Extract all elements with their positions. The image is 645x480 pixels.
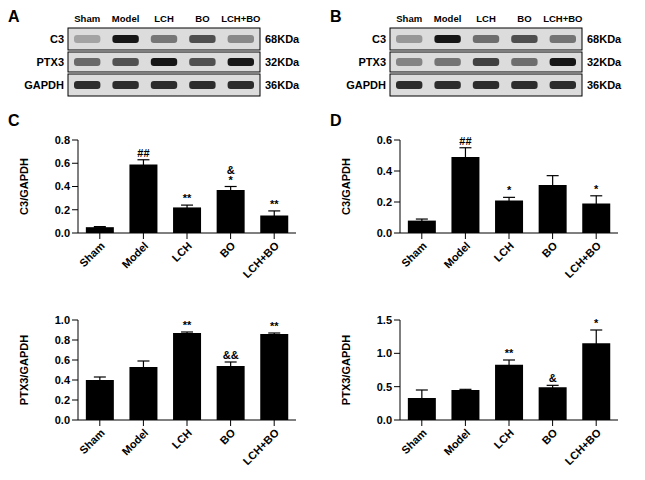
svg-text:0.0: 0.0 <box>377 414 392 426</box>
svg-text:GAPDH: GAPDH <box>346 79 386 91</box>
svg-text:LCH: LCH <box>491 239 516 264</box>
svg-text:Model: Model <box>434 13 461 24</box>
svg-text:PTX3/GAPDH: PTX3/GAPDH <box>340 335 352 405</box>
svg-text:##: ## <box>137 147 149 159</box>
svg-text:BO: BO <box>195 13 209 24</box>
svg-text:**: ** <box>183 319 192 331</box>
svg-text:*: * <box>229 174 234 186</box>
svg-text:Sham: Sham <box>396 13 422 24</box>
svg-text:Sham: Sham <box>74 13 100 24</box>
svg-text:1.5: 1.5 <box>377 314 392 326</box>
svg-text:0.2: 0.2 <box>377 196 392 208</box>
svg-text:PTX3: PTX3 <box>36 56 64 68</box>
svg-text:LCH+BO: LCH+BO <box>562 239 603 280</box>
svg-text:Model: Model <box>112 13 139 24</box>
html-text:B: B <box>330 8 342 25</box>
svg-text:GAPDH: GAPDH <box>24 79 64 91</box>
html-text:D: D <box>330 112 342 129</box>
svg-text:0.0: 0.0 <box>377 227 392 239</box>
svg-text:1.0: 1.0 <box>377 347 392 359</box>
svg-text:LCH+BO: LCH+BO <box>240 426 281 467</box>
svg-text:32KDa: 32KDa <box>265 56 300 68</box>
svg-text:68KDa: 68KDa <box>587 33 622 45</box>
svg-text:BO: BO <box>517 13 531 24</box>
svg-text:##: ## <box>459 135 471 147</box>
svg-text:**: ** <box>270 198 279 210</box>
svg-text:*: * <box>507 184 512 196</box>
svg-text:&: & <box>549 372 557 384</box>
svg-text:32KDa: 32KDa <box>587 56 622 68</box>
svg-text:PTX3: PTX3 <box>358 56 386 68</box>
svg-text:BO: BO <box>539 426 559 446</box>
svg-text:LCH: LCH <box>169 426 194 451</box>
svg-text:36KDa: 36KDa <box>587 79 622 91</box>
svg-text:LCH+BO: LCH+BO <box>543 13 582 24</box>
svg-text:Model: Model <box>441 426 472 457</box>
svg-text:68KDa: 68KDa <box>265 33 300 45</box>
svg-text:0.6: 0.6 <box>377 134 392 146</box>
svg-text:**: ** <box>183 192 192 204</box>
svg-text:Sham: Sham <box>77 239 107 269</box>
svg-text:Sham: Sham <box>399 239 429 269</box>
svg-text:0.0: 0.0 <box>55 227 70 239</box>
svg-text:C3/GAPDH: C3/GAPDH <box>340 158 352 215</box>
svg-text:0.6: 0.6 <box>55 157 70 169</box>
svg-text:&&: && <box>223 349 239 361</box>
svg-text:LCH: LCH <box>154 13 174 24</box>
svg-text:**: ** <box>270 320 279 332</box>
svg-text:0.5: 0.5 <box>377 381 392 393</box>
html-text:C: C <box>8 112 20 129</box>
svg-text:LCH+BO: LCH+BO <box>221 13 260 24</box>
svg-text:LCH: LCH <box>491 426 516 451</box>
svg-text:**: ** <box>505 347 514 359</box>
svg-text:LCH: LCH <box>169 239 194 264</box>
svg-text:C3/GAPDH: C3/GAPDH <box>18 158 30 215</box>
svg-text:*: * <box>594 183 599 195</box>
svg-text:36KDa: 36KDa <box>265 79 300 91</box>
svg-text:LCH+BO: LCH+BO <box>240 239 281 280</box>
svg-text:Sham: Sham <box>399 426 429 456</box>
svg-text:BO: BO <box>217 426 237 446</box>
svg-text:1.0: 1.0 <box>55 314 70 326</box>
svg-text:0.8: 0.8 <box>55 334 70 346</box>
svg-text:PTX3/GAPDH: PTX3/GAPDH <box>18 335 30 405</box>
svg-text:Sham: Sham <box>77 426 107 456</box>
svg-text:BO: BO <box>539 239 559 259</box>
svg-text:0.4: 0.4 <box>55 180 71 192</box>
svg-text:*: * <box>594 317 599 329</box>
svg-text:0.4: 0.4 <box>55 374 71 386</box>
svg-text:0.2: 0.2 <box>55 204 70 216</box>
svg-text:C3: C3 <box>372 33 386 45</box>
svg-text:0.0: 0.0 <box>55 414 70 426</box>
svg-text:0.4: 0.4 <box>377 165 393 177</box>
svg-text:Model: Model <box>119 239 150 270</box>
svg-text:Model: Model <box>119 426 150 457</box>
svg-text:0.8: 0.8 <box>55 134 70 146</box>
svg-text:BO: BO <box>217 239 237 259</box>
svg-text:LCH: LCH <box>476 13 496 24</box>
svg-text:C3: C3 <box>50 33 64 45</box>
svg-text:0.2: 0.2 <box>55 394 70 406</box>
svg-text:Model: Model <box>441 239 472 270</box>
svg-text:LCH+BO: LCH+BO <box>562 426 603 467</box>
html-text:A: A <box>8 8 20 25</box>
svg-text:0.6: 0.6 <box>55 354 70 366</box>
